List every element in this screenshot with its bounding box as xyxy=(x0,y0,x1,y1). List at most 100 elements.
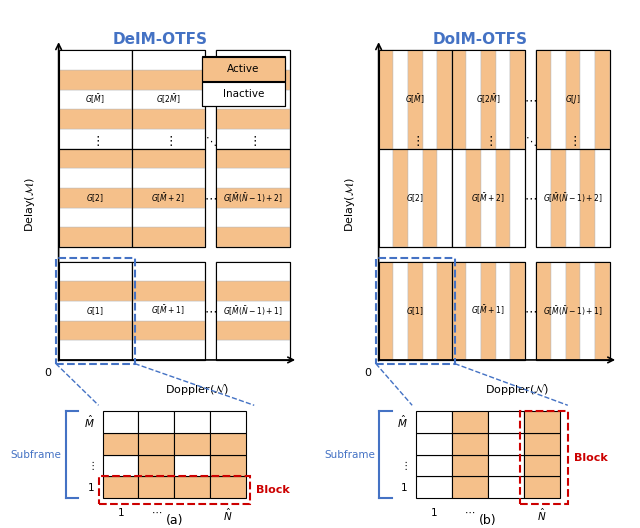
Bar xyxy=(536,50,551,149)
Bar xyxy=(452,411,488,433)
Text: $\hat{N}$: $\hat{N}$ xyxy=(537,506,547,523)
Bar xyxy=(174,411,210,433)
Bar xyxy=(416,455,452,476)
Bar xyxy=(202,58,285,81)
Bar xyxy=(467,50,481,149)
Bar xyxy=(132,188,205,208)
Bar xyxy=(59,149,132,247)
Bar xyxy=(59,261,132,360)
Bar xyxy=(376,258,454,364)
Text: Doppler($\mathcal{N}$): Doppler($\mathcal{N}$) xyxy=(485,382,549,397)
Bar xyxy=(132,149,205,247)
Bar xyxy=(216,261,289,360)
Bar xyxy=(102,476,138,498)
Text: $\cdots$: $\cdots$ xyxy=(465,506,476,516)
Bar xyxy=(536,50,609,149)
Bar xyxy=(132,149,205,168)
Bar xyxy=(452,149,525,247)
Bar xyxy=(132,301,205,320)
Bar xyxy=(408,261,422,360)
Bar xyxy=(481,149,496,247)
Bar xyxy=(138,433,174,455)
Text: $\vdots$: $\vdots$ xyxy=(248,134,257,148)
Text: $G[\bar{M}(\bar{N}-1)+1]$: $G[\bar{M}(\bar{N}-1)+1]$ xyxy=(543,304,603,318)
Bar xyxy=(132,90,205,109)
Bar xyxy=(216,149,289,168)
Bar xyxy=(216,149,289,247)
Bar xyxy=(132,129,205,149)
Text: Doppler($\mathcal{N}$): Doppler($\mathcal{N}$) xyxy=(165,382,229,397)
Text: $1$: $1$ xyxy=(87,482,95,493)
Bar xyxy=(379,149,452,247)
Bar xyxy=(59,301,132,320)
Text: $G[J]$: $G[J]$ xyxy=(565,93,580,106)
Bar xyxy=(59,90,132,109)
Bar xyxy=(566,261,580,360)
Text: $\cdots$: $\cdots$ xyxy=(524,93,537,106)
Text: $\cdots$: $\cdots$ xyxy=(204,93,217,106)
Bar xyxy=(210,411,246,433)
Bar xyxy=(59,50,132,149)
Bar xyxy=(59,340,132,360)
Bar xyxy=(524,455,559,476)
Text: $G[2\bar{M}]$: $G[2\bar{M}]$ xyxy=(476,93,500,106)
Bar xyxy=(422,261,437,360)
Bar xyxy=(422,149,437,247)
Text: $G[2]$: $G[2]$ xyxy=(86,192,104,204)
Bar xyxy=(379,50,452,149)
Bar xyxy=(132,228,205,247)
Bar xyxy=(496,50,511,149)
Bar xyxy=(379,149,393,247)
Bar xyxy=(467,261,481,360)
Text: Block: Block xyxy=(256,485,290,495)
Text: $\cdots$: $\cdots$ xyxy=(151,506,162,516)
Text: $\hat{N}$: $\hat{N}$ xyxy=(223,506,233,523)
Bar xyxy=(132,50,205,149)
Bar xyxy=(511,261,525,360)
Bar xyxy=(452,149,467,247)
Bar xyxy=(536,149,551,247)
Bar xyxy=(174,476,210,498)
Bar xyxy=(488,411,524,433)
Text: $G[\bar{M}(\bar{N}-1)+2]$: $G[\bar{M}(\bar{N}-1)+2]$ xyxy=(223,191,283,205)
Bar xyxy=(210,433,246,455)
Bar xyxy=(408,149,422,247)
Text: $G[\bar{M}]$: $G[\bar{M}]$ xyxy=(85,93,105,106)
Bar xyxy=(416,476,452,498)
Bar xyxy=(216,129,289,149)
Bar xyxy=(393,149,408,247)
Bar xyxy=(216,168,289,188)
Text: DoIM-OTFS: DoIM-OTFS xyxy=(433,32,527,47)
Bar xyxy=(379,149,452,247)
Text: Delay($\mathcal{M}$): Delay($\mathcal{M}$) xyxy=(24,178,38,232)
Bar xyxy=(437,261,452,360)
Text: $G[\bar{M}+1]$: $G[\bar{M}+1]$ xyxy=(152,304,186,317)
Bar xyxy=(210,476,246,498)
Bar xyxy=(379,261,452,360)
Bar xyxy=(59,208,132,228)
Bar xyxy=(216,228,289,247)
Bar xyxy=(595,50,609,149)
Bar xyxy=(174,455,210,476)
Bar xyxy=(524,411,559,433)
Bar xyxy=(59,228,132,247)
Bar xyxy=(216,208,289,228)
Bar xyxy=(536,149,609,247)
Bar xyxy=(488,476,524,498)
Text: Active: Active xyxy=(227,64,260,74)
Bar xyxy=(488,433,524,455)
Bar xyxy=(580,50,595,149)
Text: $1$: $1$ xyxy=(116,506,124,518)
Bar xyxy=(132,261,205,281)
Text: $\hat{M}$: $\hat{M}$ xyxy=(397,414,408,430)
Bar xyxy=(216,70,289,90)
Bar xyxy=(202,82,285,106)
Text: $G[1]$: $G[1]$ xyxy=(406,305,424,317)
Bar xyxy=(132,50,205,149)
Bar xyxy=(132,50,205,70)
Bar xyxy=(452,433,488,455)
Bar xyxy=(174,433,210,455)
Bar xyxy=(59,129,132,149)
Text: Block: Block xyxy=(574,452,608,463)
Bar xyxy=(132,320,205,340)
